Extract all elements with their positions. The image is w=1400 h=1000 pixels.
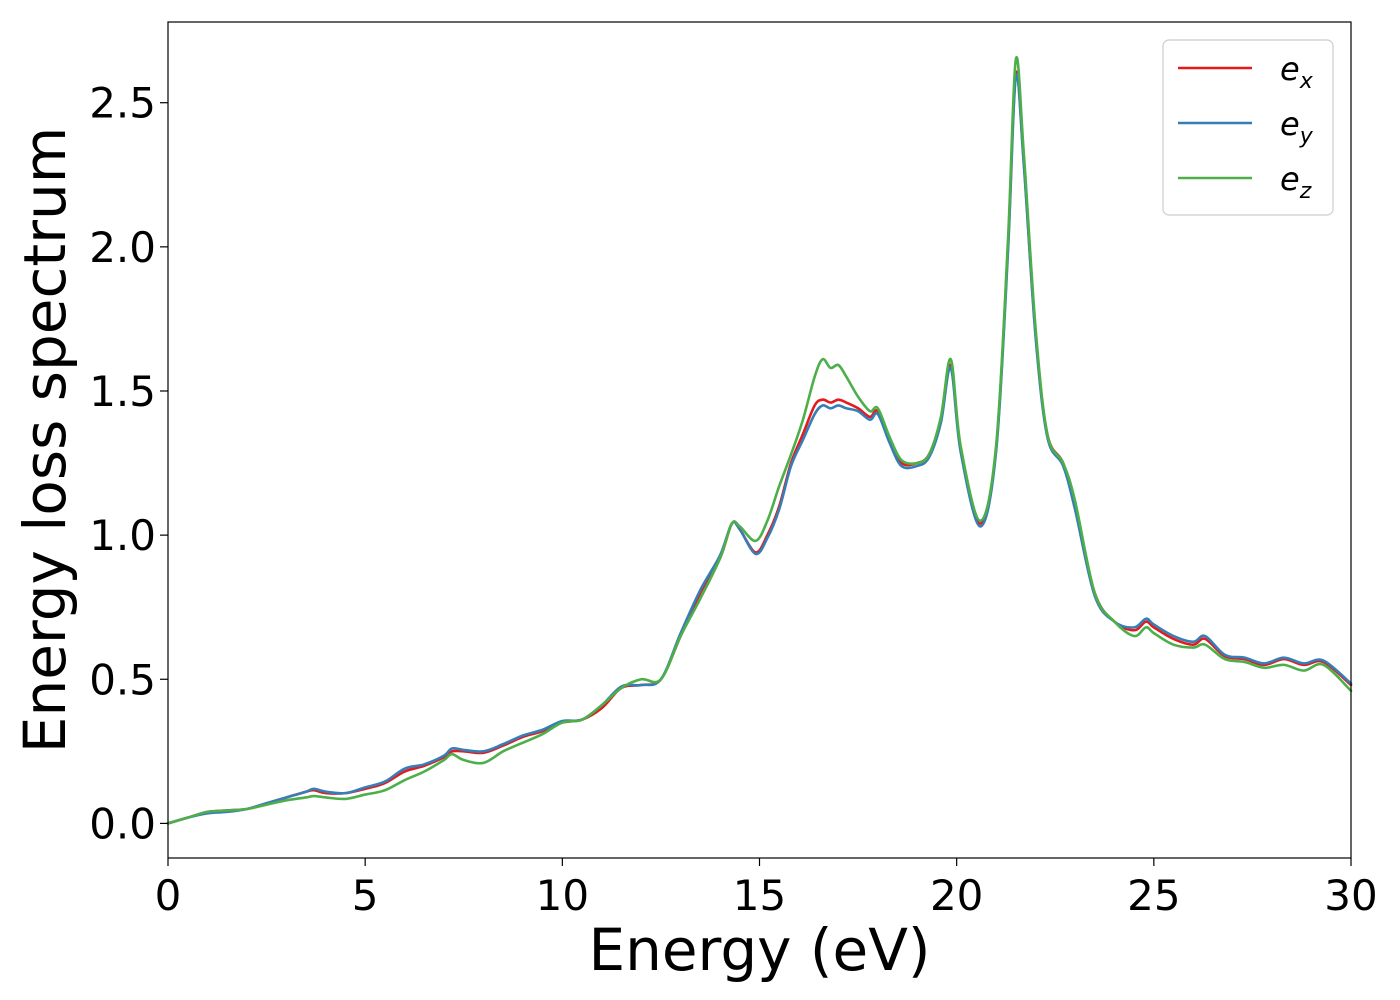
x-tick-label: 20 xyxy=(930,871,983,920)
y-tick-label: 1.5 xyxy=(89,367,156,416)
legend-label: ez xyxy=(1280,160,1312,204)
legend: ex ey ez xyxy=(1162,39,1334,216)
legend-label: ey xyxy=(1280,105,1314,149)
x-tick-label: 0 xyxy=(155,871,182,920)
legend-label: ex xyxy=(1280,50,1314,94)
x-tick-label: 5 xyxy=(352,871,379,920)
y-tick-label: 2.0 xyxy=(89,223,156,272)
y-axis: 0.0 0.5 1.0 1.5 2.0 2.5 xyxy=(89,79,168,848)
y-tick-label: 2.5 xyxy=(89,79,156,128)
series-layer xyxy=(166,56,1353,825)
x-tick-label: 15 xyxy=(733,871,786,920)
legend-item-e-y: ey xyxy=(1178,105,1314,149)
series-line-e-z xyxy=(166,56,1353,825)
y-axis-label: Energy loss spectrum xyxy=(11,127,79,753)
legend-item-e-z: ez xyxy=(1178,160,1312,204)
y-tick-label: 1.0 xyxy=(89,511,156,560)
x-tick-label: 30 xyxy=(1324,871,1377,920)
x-axis: 0 5 10 15 20 25 30 xyxy=(155,858,1378,920)
legend-box xyxy=(1162,39,1334,216)
legend-item-e-x: ex xyxy=(1178,50,1314,94)
y-tick-label: 0.0 xyxy=(89,799,156,848)
x-tick-label: 10 xyxy=(536,871,589,920)
y-tick-label: 0.5 xyxy=(89,655,156,704)
x-axis-label: Energy (eV) xyxy=(588,916,930,984)
x-tick-label: 25 xyxy=(1127,871,1180,920)
